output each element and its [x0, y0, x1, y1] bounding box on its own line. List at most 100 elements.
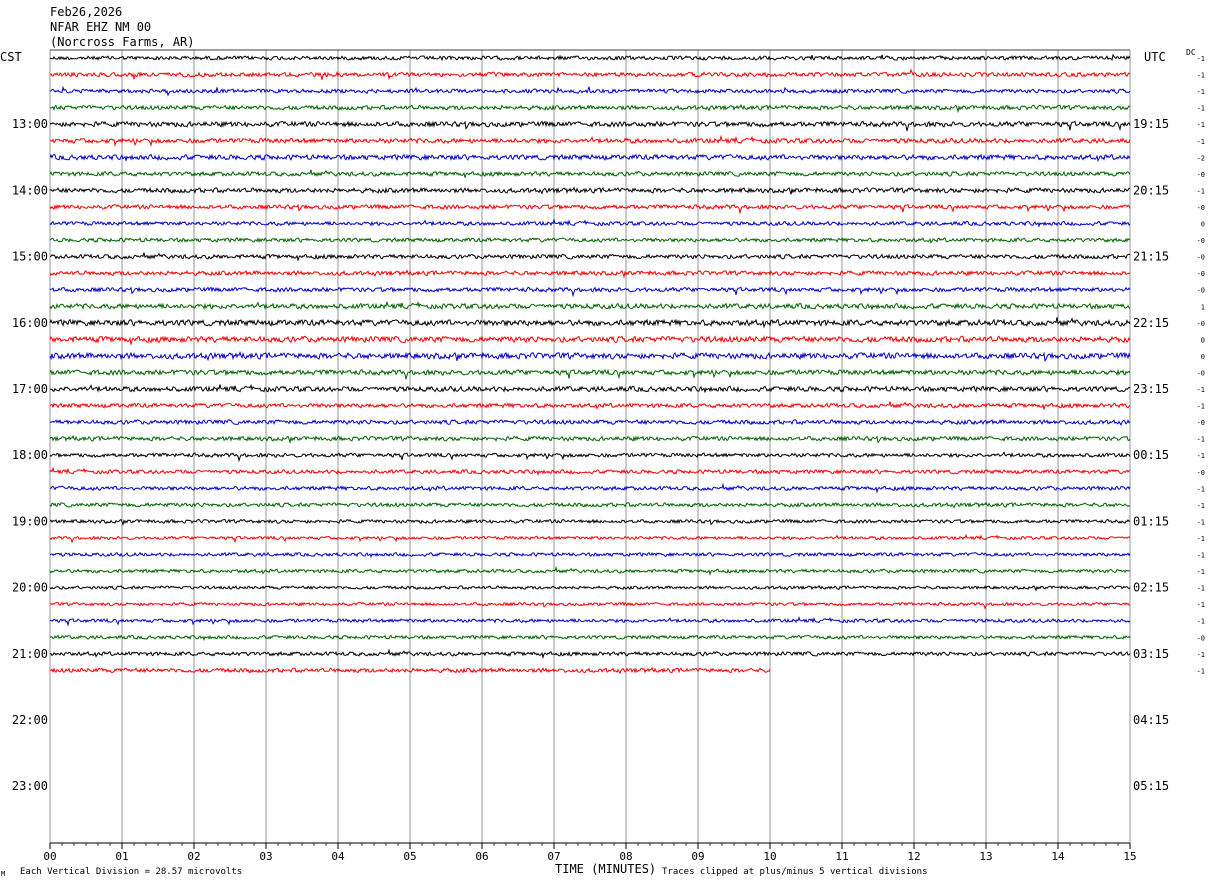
seismic-trace — [49, 616, 1131, 627]
local-hour-label: 17:00 — [12, 382, 48, 396]
utc-hour-label: 03:15 — [1133, 647, 1169, 661]
x-tick-label: 03 — [259, 850, 272, 863]
seismic-trace — [49, 103, 1131, 114]
x-tick-label: 11 — [835, 850, 848, 863]
x-tick-label: 02 — [187, 850, 200, 863]
utc-hour-label: 23:15 — [1133, 382, 1169, 396]
x-tick-label: 06 — [475, 850, 488, 863]
utc-hour-label: 00:15 — [1133, 448, 1169, 462]
dc-offset-value: -1 — [1197, 568, 1205, 576]
seismic-trace — [49, 648, 1131, 660]
seismic-trace — [49, 551, 1131, 559]
dc-offset-value: -1 — [1197, 618, 1205, 626]
local-hour-label: 13:00 — [12, 117, 48, 131]
x-tick-label: 09 — [691, 850, 704, 863]
seismic-trace — [49, 68, 1131, 81]
x-tick-label: 15 — [1123, 850, 1136, 863]
dc-offset-value: -0 — [1197, 469, 1205, 477]
dc-offset-value: -1 — [1197, 518, 1205, 526]
dc-offset-value: -1 — [1197, 88, 1205, 96]
dc-offset-value: 0 — [1201, 336, 1205, 344]
local-hour-label: 14:00 — [12, 183, 48, 197]
seismic-trace — [49, 153, 1131, 162]
x-tick-label: 08 — [619, 850, 632, 863]
utc-timezone-label: UTC — [1144, 50, 1166, 64]
x-tick-label: 12 — [907, 850, 920, 863]
seismic-trace — [49, 584, 1131, 592]
x-tick-label: 14 — [1051, 850, 1065, 863]
utc-hour-label: 21:15 — [1133, 250, 1169, 264]
utc-hour-label: 20:15 — [1133, 183, 1169, 197]
dc-offset-value: -0 — [1197, 204, 1205, 212]
dc-offset-value: -0 — [1197, 237, 1205, 245]
corner-mark: M — [1, 870, 6, 878]
dc-offset-value: -1 — [1197, 138, 1205, 146]
x-axis-title: TIME (MINUTES) — [555, 862, 657, 876]
utc-hour-label: 02:15 — [1133, 581, 1169, 595]
dc-offset-header: DC — [1186, 48, 1196, 57]
x-tick-label: 05 — [403, 850, 416, 863]
seismic-trace — [49, 134, 1131, 147]
local-hour-label: 23:00 — [12, 779, 48, 793]
seismic-trace — [49, 203, 1131, 215]
dc-offset-value: -1 — [1197, 72, 1205, 80]
seismic-trace — [49, 518, 1131, 527]
dc-offset-value: -1 — [1197, 485, 1205, 493]
dc-offset-value: -0 — [1197, 254, 1205, 262]
seismic-trace — [49, 566, 1131, 577]
seismic-trace — [49, 85, 1131, 97]
seismic-trace — [49, 451, 1131, 463]
dc-offset-value: 0 — [1201, 353, 1205, 361]
seismic-trace — [49, 418, 1131, 427]
x-tick-label: 07 — [547, 850, 560, 863]
x-tick-label: 00 — [43, 850, 56, 863]
dc-offset-value: -0 — [1197, 634, 1205, 642]
seismic-trace — [49, 317, 1131, 329]
dc-offset-value: -0 — [1197, 320, 1205, 328]
seismic-trace — [49, 286, 1131, 298]
seismic-trace — [49, 300, 1131, 311]
seismic-trace — [49, 601, 1131, 610]
dc-offset-value: -2 — [1197, 154, 1205, 162]
seismic-trace — [49, 401, 1131, 410]
dc-offset-value: -1 — [1197, 121, 1205, 129]
dc-offset-value: -0 — [1197, 270, 1205, 278]
x-tick-label: 10 — [763, 850, 776, 863]
seismic-trace — [49, 120, 1131, 132]
utc-hour-label: 19:15 — [1133, 117, 1169, 131]
seismic-trace — [50, 666, 771, 675]
dc-offset-value: -1 — [1197, 667, 1205, 675]
dc-offset-value: -1 — [1197, 452, 1205, 460]
dc-offset-value: -1 — [1197, 601, 1205, 609]
seismic-trace — [49, 501, 1131, 509]
seismic-trace — [49, 53, 1131, 62]
local-hour-label: 15:00 — [12, 250, 48, 264]
local-hour-label: 18:00 — [12, 448, 48, 462]
seismic-trace — [49, 218, 1131, 228]
dc-offset-value: 0 — [1201, 221, 1205, 229]
station-location: (Norcross Farms, AR) — [50, 35, 195, 49]
local-hour-label: 21:00 — [12, 647, 48, 661]
dc-offset-value: -0 — [1197, 369, 1205, 377]
seismic-trace — [49, 237, 1131, 244]
utc-hour-label: 01:15 — [1133, 514, 1169, 528]
seismic-trace — [49, 186, 1131, 195]
seismic-trace — [49, 634, 1131, 642]
x-tick-label: 01 — [115, 850, 128, 863]
seismic-trace — [49, 482, 1131, 494]
utc-hour-label: 04:15 — [1133, 713, 1169, 727]
dc-offset-value: -1 — [1197, 502, 1205, 510]
dc-offset-value: -0 — [1197, 419, 1205, 427]
local-hour-label: 22:00 — [12, 713, 48, 727]
utc-hour-label: 22:15 — [1133, 316, 1169, 330]
dc-offset-value: -1 — [1197, 651, 1205, 659]
dc-offset-value: -1 — [1197, 105, 1205, 113]
dc-offset-value: -0 — [1197, 171, 1205, 179]
seismic-trace — [49, 383, 1131, 393]
dc-offset-value: -1 — [1197, 403, 1205, 411]
seismic-trace — [49, 350, 1131, 363]
local-hour-label: 20:00 — [12, 581, 48, 595]
seismic-trace — [49, 252, 1131, 261]
local-hour-label: 19:00 — [12, 514, 48, 528]
